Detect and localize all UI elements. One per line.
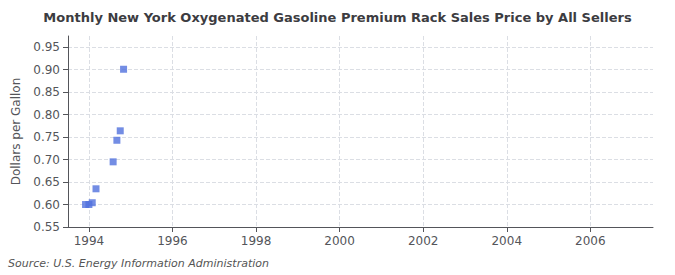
svg-text:1998: 1998 (241, 234, 272, 248)
svg-text:0.65: 0.65 (33, 175, 60, 189)
svg-text:0.55: 0.55 (33, 220, 60, 234)
svg-text:0.80: 0.80 (33, 108, 60, 122)
svg-text:1994: 1994 (74, 234, 105, 248)
svg-text:2006: 2006 (575, 234, 606, 248)
svg-text:0.90: 0.90 (33, 63, 60, 77)
svg-text:Monthly New York Oxygenated Ga: Monthly New York Oxygenated Gasoline Pre… (43, 10, 632, 25)
svg-text:Source: U.S. Energy Informatio: Source: U.S. Energy Information Administ… (8, 257, 269, 270)
svg-text:0.75: 0.75 (33, 130, 60, 144)
svg-text:0.60: 0.60 (33, 198, 60, 212)
svg-text:2000: 2000 (324, 234, 355, 248)
svg-text:2002: 2002 (408, 234, 439, 248)
svg-text:0.95: 0.95 (33, 40, 60, 54)
svg-text:Dollars per Gallon: Dollars per Gallon (9, 78, 23, 186)
svg-text:1996: 1996 (157, 234, 188, 248)
svg-text:0.70: 0.70 (33, 153, 60, 167)
svg-text:2004: 2004 (491, 234, 522, 248)
svg-text:0.85: 0.85 (33, 85, 60, 99)
